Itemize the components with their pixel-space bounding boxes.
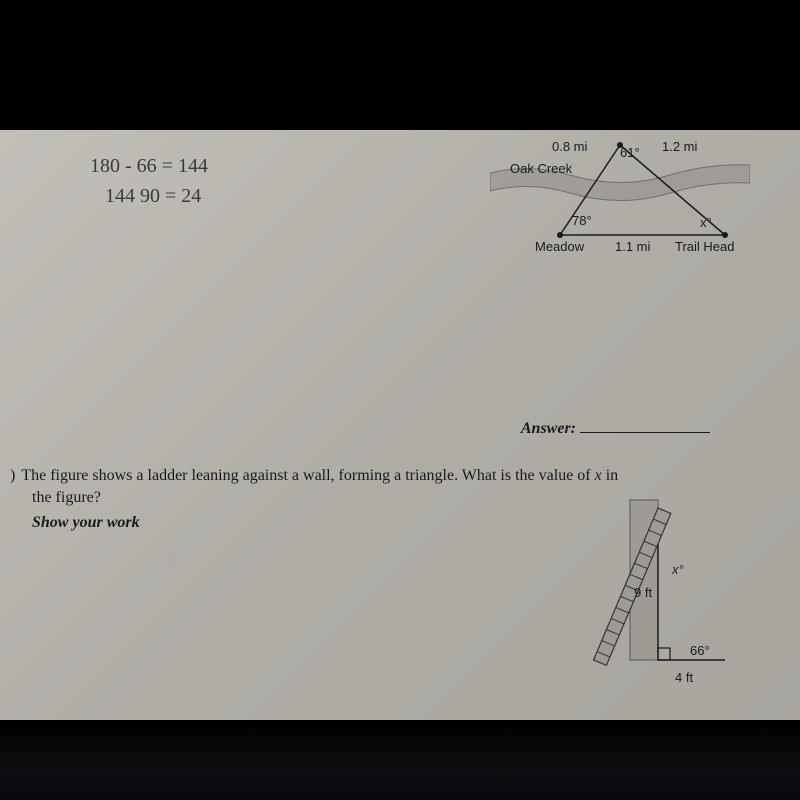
label-side2: 1.2 mi [662,139,697,154]
label-wall-height: 9 ft [634,585,652,600]
question-line1a: The figure shows a ladder leaning agains… [21,467,594,484]
answer-prompt: Answer: [521,420,710,438]
label-angle-78: 78° [572,213,592,228]
ladder-diagram: 9 ft 4 ft 66° x° [590,490,740,700]
handwritten-work-1: 180 - 66 = 144 [90,155,208,178]
faint-handwriting: ~ 24 0 [130,550,176,571]
answer-blank[interactable] [580,432,710,433]
label-angle-66: 66° [690,643,710,658]
label-bottom-dist: 1.1 mi [615,239,650,254]
photo-bottom-shadow [0,720,800,800]
question-x-var: x [595,467,602,484]
label-meadow: Meadow [535,239,584,254]
question-line1b: in [602,467,618,484]
label-trail-head: Trail Head [675,239,734,254]
question-number: ) [10,467,15,484]
worksheet-paper: 180 - 66 = 144 144 90 = 24 0.8 mi 61° 1.… [0,130,800,720]
answer-label: Answer: [521,420,576,437]
label-angle-x-ladder: x° [672,562,684,577]
handwritten-work-2: 144 90 = 24 [105,185,201,208]
label-oak-creek: Oak Creek [510,161,572,176]
label-angle-top: 61° [620,145,640,160]
label-side1: 0.8 mi [552,139,587,154]
map-triangle-diagram: 0.8 mi 61° 1.2 mi Oak Creek 78° x° Meado… [490,135,750,265]
label-base: 4 ft [675,670,693,685]
label-angle-x: x° [700,215,712,230]
